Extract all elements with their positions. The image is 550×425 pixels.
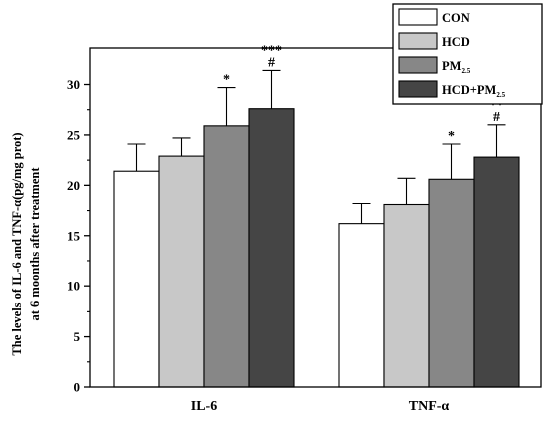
legend-label-text: HCD+PM [442,83,497,97]
y-tick-label: 30 [67,77,80,92]
bar [428,178,475,388]
legend-label-text: PM [442,59,462,73]
bar [248,108,295,388]
legend-label: CON [442,11,470,25]
bar [473,156,520,388]
y-axis-ticks: 0 5 10 15 20 25 30 [67,77,90,395]
x-category-label: TNF-α [409,399,450,414]
y-axis-title-line-2: at 6 moonths after treatment [28,167,42,321]
legend-label-text: HCD [442,35,470,49]
legend-label-subscript: 2.5 [461,67,470,75]
bar [338,223,385,388]
legend-swatch [398,80,438,98]
legend-label: HCD+PM2.5 [442,83,506,99]
legend-label-subscript: 2.5 [496,91,505,99]
y-tick-label: 0 [74,380,81,395]
bar [203,125,250,388]
y-tick-label: 20 [67,178,80,193]
bar [113,170,160,388]
significance-label: * [448,129,455,144]
legend-swatch [398,32,438,50]
y-tick-label: 5 [74,329,81,344]
x-axis-categories: IL-6 TNF-α [191,399,450,414]
significance-label: # [268,55,275,70]
error-bars [127,69,506,224]
bar [383,203,430,388]
bars [113,108,520,388]
y-tick-label: 10 [67,279,80,294]
legend-label-text: CON [442,11,470,25]
y-axis-title: The levels of IL-6 and TNF-α(pg/mg prot)… [10,132,42,355]
significance-label: *** [261,43,282,58]
legend-swatch [398,56,438,74]
y-tick-label: 25 [67,127,81,142]
significance-label: * [223,73,230,88]
legend-label: PM2.5 [442,59,471,75]
bar [158,155,205,388]
legend-label: HCD [442,35,470,49]
plot-frame [89,47,542,388]
significance-label: # [493,110,500,125]
y-tick-label: 15 [67,228,81,243]
y-axis-title-line-1: The levels of IL-6 and TNF-α(pg/mg prot) [10,132,24,355]
x-category-label: IL-6 [191,399,217,414]
legend-swatch [398,8,438,26]
